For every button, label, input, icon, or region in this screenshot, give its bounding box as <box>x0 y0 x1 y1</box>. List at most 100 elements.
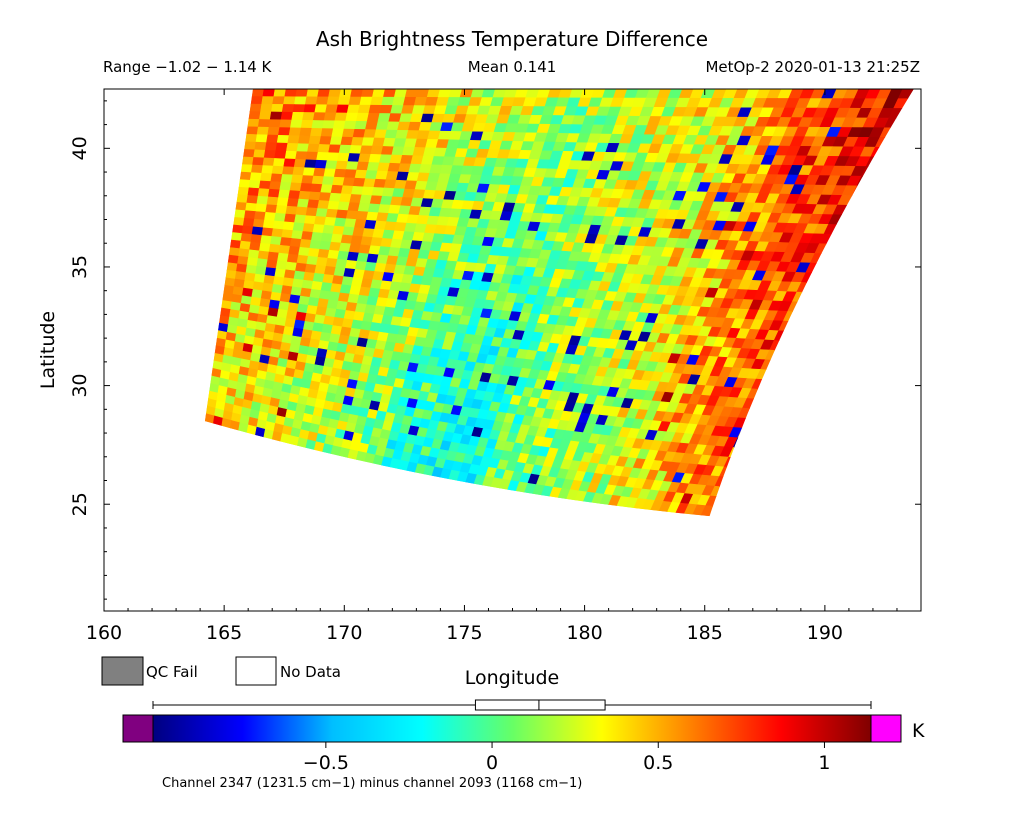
swath-cell <box>264 267 277 277</box>
swath-cell <box>338 144 352 154</box>
swath-cell <box>280 111 294 121</box>
swath-cell <box>354 120 368 130</box>
swath-cell <box>236 194 249 204</box>
swath-cell <box>346 104 361 114</box>
swath-cell <box>824 243 840 255</box>
swath-cell <box>325 160 338 170</box>
swath-cell <box>298 190 311 201</box>
swath-cell <box>281 104 295 113</box>
swath-cell <box>293 270 306 281</box>
swath-cell <box>307 199 320 209</box>
swath-cell <box>274 212 287 223</box>
swath-cell <box>246 257 259 267</box>
no-data-swatch <box>235 656 277 686</box>
x-tick-label: 180 <box>566 622 602 644</box>
swath-cell <box>323 168 337 178</box>
swath-cell <box>272 220 285 230</box>
swath-cell <box>370 96 384 106</box>
swath-cell <box>279 119 293 129</box>
colorbar-tick-label: 1 <box>818 752 830 774</box>
swath-cell <box>328 192 342 203</box>
swath-cell <box>301 175 314 185</box>
swath-cell <box>307 143 320 153</box>
swath-cell <box>321 176 335 186</box>
swath-cell <box>304 263 317 274</box>
swath-cell <box>342 177 356 187</box>
swath-cell <box>272 96 286 105</box>
swath-cell <box>280 174 294 184</box>
swath-cell <box>249 172 263 182</box>
swath-cell <box>295 151 308 161</box>
swath-cell <box>250 96 264 105</box>
swath-cell <box>237 186 250 196</box>
swath-cell <box>307 247 320 258</box>
swath-cell <box>309 239 322 250</box>
swath-cell <box>297 135 311 145</box>
colorbar-ticks: −0.5 0 0.5 1 <box>303 742 831 774</box>
swath-cell <box>335 160 349 170</box>
swath-cell <box>318 192 332 202</box>
no-data-label: No Data <box>280 663 341 681</box>
swath-cell <box>242 217 255 228</box>
swath-cell <box>299 127 313 137</box>
swath-cell <box>268 243 281 254</box>
swath-cell <box>279 181 292 191</box>
swath-cell <box>266 134 279 144</box>
swath-cell <box>243 141 257 151</box>
swath-cell <box>295 89 309 98</box>
swath-cell <box>259 242 271 253</box>
swath-cell <box>320 184 333 194</box>
swath-cell <box>340 185 354 195</box>
swath-cell <box>368 104 382 114</box>
swath-cell <box>328 144 342 154</box>
swath-cell <box>332 176 345 187</box>
swath-cell <box>241 156 254 166</box>
swath-cell <box>314 159 328 169</box>
swath-cell <box>755 389 771 400</box>
swath-cell <box>350 137 365 147</box>
swath-cell <box>271 104 284 113</box>
swath-cell <box>325 208 339 219</box>
swath-cell <box>283 96 297 105</box>
swath-cell <box>306 89 320 98</box>
swath-cell <box>229 239 242 250</box>
swath-cell <box>265 204 278 214</box>
x-tick-label: 190 <box>807 622 843 644</box>
swath-cell <box>261 165 274 175</box>
y-axis: 25 30 35 40 <box>69 100 921 600</box>
swath-cell <box>325 104 339 114</box>
swath-cell <box>366 113 381 122</box>
swath-cell <box>258 180 272 190</box>
swath-cell <box>259 111 272 120</box>
swath-cell <box>250 164 264 174</box>
swath-cell <box>240 233 253 243</box>
swath-cell <box>311 175 325 185</box>
swath-cell <box>284 150 298 160</box>
swath-cell <box>352 128 366 138</box>
swath-cell <box>773 350 789 362</box>
swath-cell <box>266 259 278 270</box>
y-axis-label: Latitude <box>37 311 59 389</box>
swath-cell <box>268 119 282 128</box>
swath-cell <box>270 173 283 183</box>
source-text: MetOp-2 2020-01-13 21:25Z <box>705 58 920 76</box>
swath-cell <box>267 126 281 136</box>
swath-cell <box>267 188 281 198</box>
swath-cell <box>286 198 300 208</box>
colorbar-unit: K <box>912 720 925 742</box>
swath-cell <box>359 96 373 106</box>
swath-cell <box>312 224 325 234</box>
swath-cell <box>248 179 261 189</box>
swath-cell <box>320 128 334 138</box>
swath-cell <box>281 229 294 239</box>
swath-cell <box>260 172 273 182</box>
swath-cell <box>792 311 808 323</box>
swath-cell <box>241 225 254 235</box>
swath-cell <box>300 287 312 298</box>
swath-cell <box>319 240 332 251</box>
swath-cell <box>252 157 265 166</box>
swath-cell <box>305 151 319 161</box>
swath-cell <box>246 195 259 205</box>
swath-cell <box>322 224 335 235</box>
